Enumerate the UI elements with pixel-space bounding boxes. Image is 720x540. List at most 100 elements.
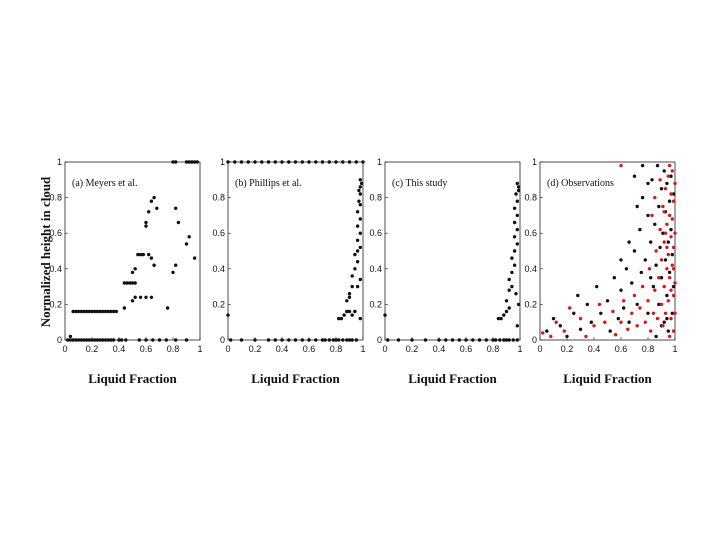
y-tick-label: 1 [220, 157, 225, 167]
data-point [122, 306, 127, 310]
data-point [671, 267, 676, 271]
data-point [515, 242, 519, 246]
x-tick-label: 0 [62, 344, 67, 354]
data-point [507, 306, 511, 310]
data-point [355, 210, 360, 214]
data-point [669, 235, 673, 239]
data-point [622, 299, 626, 303]
data-point [82, 309, 86, 314]
data-point [670, 263, 674, 267]
data-point [353, 252, 357, 257]
data-point [510, 270, 514, 275]
data-point [651, 311, 656, 315]
data-point [71, 338, 75, 342]
x-tick-label: 0.6 [615, 344, 628, 354]
data-point [659, 276, 664, 280]
data-point [612, 276, 616, 280]
y-tick-label: 0 [57, 335, 62, 345]
data-point [671, 245, 676, 250]
data-point [266, 338, 271, 342]
data-point [95, 309, 100, 314]
data-point [504, 299, 509, 303]
data-point [144, 295, 148, 299]
x-tick-label: 0.4 [113, 344, 126, 354]
x-tick-label: 0.4 [433, 344, 446, 354]
data-point [341, 160, 345, 164]
data-point [111, 338, 116, 342]
data-point [74, 309, 78, 314]
data-point [358, 245, 362, 250]
y-tick-label: 0.6 [524, 228, 537, 238]
data-point [79, 309, 83, 314]
data-point [619, 258, 623, 262]
data-point [184, 338, 189, 342]
data-point [515, 227, 519, 232]
data-point [331, 338, 335, 342]
y-tick-label: 0.4 [212, 264, 225, 274]
data-point [174, 263, 178, 267]
y-tick-label: 0.2 [212, 299, 225, 309]
data-point [307, 160, 311, 164]
data-point [671, 192, 676, 196]
data-point [109, 338, 113, 342]
data-point [358, 231, 362, 235]
y-tick-label: 0.8 [369, 193, 382, 203]
y-tick-label: 0.6 [212, 228, 225, 238]
y-tick-label: 0.2 [369, 299, 382, 309]
data-point [327, 160, 331, 164]
x-tick-label: 0 [225, 344, 230, 354]
data-point [347, 292, 352, 296]
data-point [673, 311, 677, 315]
data-point [484, 338, 488, 342]
panel-title: (c) This study [392, 178, 447, 189]
data-point [103, 338, 108, 342]
data-point [106, 309, 110, 314]
data-point [654, 249, 658, 253]
data-point [239, 338, 244, 342]
data-point [355, 238, 360, 242]
data-point [101, 338, 105, 342]
data-point [619, 163, 623, 168]
data-point [358, 185, 362, 189]
data-point [128, 281, 132, 285]
data-point [358, 203, 362, 207]
data-point [358, 277, 362, 282]
data-point [273, 338, 277, 342]
x-tick-label: 0.4 [588, 344, 601, 354]
x-tick-label: 0.2 [86, 344, 99, 354]
data-point [565, 334, 569, 339]
data-point [619, 320, 623, 324]
data-point [647, 267, 652, 271]
x-tick-label: 0.6 [460, 344, 473, 354]
data-point [661, 231, 665, 235]
data-point [84, 309, 89, 314]
series-2 [541, 163, 677, 339]
data-point [622, 306, 626, 310]
data-point [626, 327, 630, 331]
data-point [93, 309, 97, 314]
data-point [253, 160, 257, 164]
data-point [133, 281, 137, 285]
data-point [655, 163, 660, 168]
data-point [350, 274, 354, 278]
x-tick-label: 0.6 [140, 344, 153, 354]
data-point [630, 311, 634, 315]
data-point [671, 329, 676, 333]
y-tick-label: 1 [377, 157, 382, 167]
data-point [327, 338, 331, 342]
data-point [130, 270, 135, 275]
data-point [507, 338, 511, 342]
data-point [551, 316, 556, 321]
data-point [345, 309, 349, 314]
data-point [287, 338, 291, 342]
y-tick-label: 1 [57, 157, 62, 167]
y-tick-label: 0.2 [49, 299, 62, 309]
data-point [353, 267, 357, 271]
data-point [300, 160, 304, 164]
data-point [157, 338, 162, 342]
data-point [665, 245, 669, 250]
data-point [350, 338, 354, 342]
data-point [320, 160, 325, 164]
data-point [149, 199, 154, 203]
